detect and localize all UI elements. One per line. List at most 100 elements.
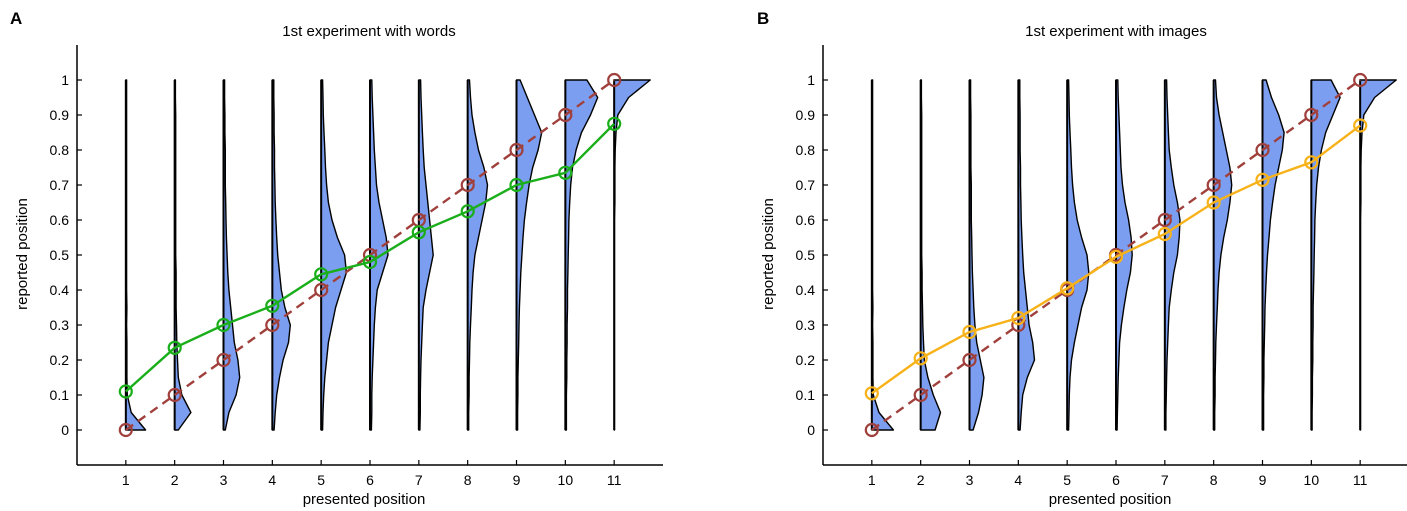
distribution-violin (369, 79, 389, 431)
data-point (558, 107, 573, 123)
distribution-violin (1212, 79, 1233, 431)
distribution-violin (1359, 79, 1397, 431)
x-tick-label: 11 (1353, 472, 1368, 488)
data-point (913, 387, 928, 403)
series-solid (118, 116, 622, 399)
y-tick-label: 0.2 (50, 352, 70, 368)
y-tick-label: 0.4 (796, 282, 816, 298)
data-point (607, 72, 622, 88)
y-tick-label: 0.1 (796, 387, 816, 403)
series-line (125, 122, 616, 393)
data-point (1060, 281, 1075, 296)
data-point (1206, 177, 1221, 193)
x-tick-label: 8 (1210, 472, 1218, 488)
data-point (460, 177, 475, 193)
data-point (1011, 310, 1026, 326)
x-tick-label: 5 (1063, 472, 1071, 488)
y-tick-label: 1 (61, 72, 69, 88)
x-tick-label: 9 (1259, 472, 1267, 488)
distribution-group (870, 79, 1397, 431)
distribution-violin (1310, 79, 1341, 431)
y-tick-label: 1 (807, 72, 815, 88)
chart-panel-a: A 1st experiment with words 0 0.1 0.2 0.3 0.4 0… (10, 9, 663, 508)
x-axis-label: presented position (1049, 491, 1172, 508)
x-tick-label: 3 (220, 472, 228, 488)
y-tick-label: 0.8 (50, 142, 70, 158)
y-tick-label: 0.5 (50, 247, 70, 263)
x-tick-label: 3 (966, 472, 974, 488)
data-point (558, 165, 573, 180)
x-tick-label: 1 (868, 472, 876, 488)
x-tick-label: 9 (513, 472, 521, 488)
distribution-violin (1164, 79, 1181, 431)
x-tick-label: 4 (1014, 472, 1022, 488)
data-point (509, 142, 524, 158)
x-tick-label: 2 (917, 472, 925, 488)
distribution-group (124, 79, 651, 431)
data-point (118, 384, 133, 399)
distribution-violin (515, 79, 543, 431)
data-point (864, 386, 879, 401)
series-line (871, 79, 1361, 431)
data-point (460, 204, 475, 219)
distribution-violin (1066, 79, 1090, 431)
panel-label: B (757, 9, 769, 28)
data-point (864, 422, 879, 438)
data-point (216, 352, 231, 368)
y-tick-label: 0 (807, 422, 815, 438)
chart-title: 1st experiment with words (282, 23, 455, 40)
distribution-violin (222, 79, 241, 431)
y-tick-label: 0.2 (796, 352, 816, 368)
data-point (962, 352, 977, 368)
data-point (1353, 72, 1368, 88)
distribution-violin (466, 79, 489, 431)
data-point (411, 225, 426, 240)
distribution-violin (1017, 79, 1036, 431)
distribution-violin (968, 79, 985, 431)
data-point (1255, 142, 1270, 158)
x-tick-label: 11 (607, 472, 622, 488)
y-tick-label: 0.9 (50, 107, 70, 123)
data-point (509, 177, 524, 193)
y-tick-label: 0 (61, 422, 69, 438)
data-point (1206, 195, 1221, 210)
data-point (1304, 107, 1319, 123)
x-tick-label: 7 (415, 472, 423, 488)
y-tick-label: 0.1 (50, 387, 70, 403)
data-point (1157, 226, 1172, 242)
x-tick-label: 7 (1161, 472, 1169, 488)
x-tick-label: 1 (122, 472, 130, 488)
x-tick-label: 4 (268, 472, 276, 488)
distribution-violin (1115, 79, 1133, 431)
series-line (871, 124, 1361, 395)
chart-panel-b: B 1st experiment with images 0 0.1 0.2 0.3 0.4… (757, 9, 1407, 508)
data-point (167, 387, 182, 403)
y-tick-label: 0.3 (50, 317, 70, 333)
y-tick-label: 0.6 (796, 212, 816, 228)
data-point (962, 324, 977, 340)
x-tick-label: 10 (1304, 472, 1320, 488)
data-point (265, 298, 280, 313)
distribution-violin (613, 79, 651, 431)
y-tick-label: 0.8 (796, 142, 816, 158)
data-point (265, 317, 280, 333)
x-tick-label: 10 (558, 472, 574, 488)
data-point (118, 422, 133, 438)
series-solid (864, 118, 1368, 401)
data-point (1304, 155, 1319, 170)
y-tick-label: 0.7 (50, 177, 70, 193)
data-point (1353, 118, 1368, 133)
y-tick-label: 0.6 (50, 212, 70, 228)
y-tick-label: 0.3 (796, 317, 816, 333)
y-axis-label: reported position (14, 198, 31, 310)
data-point (1157, 212, 1172, 228)
data-point (216, 317, 231, 333)
y-axis-label: reported position (760, 198, 777, 310)
data-point (314, 267, 329, 282)
distribution-violin (1261, 79, 1285, 431)
distribution-violin (418, 79, 434, 431)
y-tick-label: 0.5 (796, 247, 816, 263)
x-tick-label: 6 (1112, 472, 1120, 488)
x-tick-label: 5 (317, 472, 325, 488)
